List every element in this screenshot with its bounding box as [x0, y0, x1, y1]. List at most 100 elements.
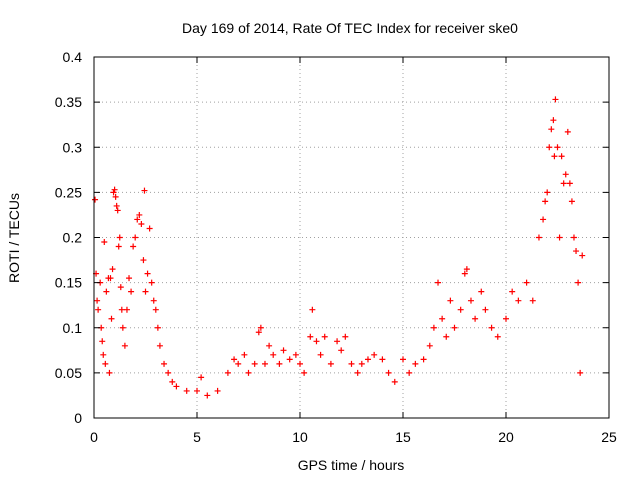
data-point	[152, 306, 159, 313]
data-point	[142, 288, 149, 295]
data-point	[204, 392, 211, 399]
y-tick-label: 0.15	[55, 275, 82, 291]
data-point	[457, 306, 464, 313]
data-point	[107, 275, 114, 282]
data-point	[439, 315, 446, 322]
data-point	[400, 356, 406, 363]
data-point	[529, 297, 536, 304]
x-tick-label: 25	[601, 429, 617, 445]
data-point	[102, 360, 109, 367]
data-point	[579, 252, 586, 259]
data-point	[478, 288, 485, 295]
data-point	[214, 387, 221, 394]
data-point	[297, 360, 303, 367]
data-point	[150, 297, 157, 304]
data-point	[447, 297, 454, 304]
axis-ticks	[93, 56, 610, 419]
data-point	[540, 216, 547, 223]
x-tick-label: 5	[193, 429, 201, 445]
data-point	[173, 383, 180, 390]
data-point	[461, 270, 468, 277]
data-point	[509, 288, 516, 295]
data-point	[301, 369, 308, 376]
chart-title: Day 169 of 2014, Rate Of TEC Index for r…	[182, 20, 518, 36]
data-point	[420, 356, 427, 363]
data-point	[130, 243, 137, 250]
data-point	[113, 202, 120, 209]
data-point	[251, 360, 258, 367]
data-point	[515, 297, 522, 304]
data-point	[435, 279, 442, 286]
data-point	[108, 315, 115, 322]
data-point	[231, 356, 238, 363]
data-point	[123, 306, 130, 313]
data-point	[161, 360, 168, 367]
data-point	[430, 324, 437, 331]
data-point	[103, 288, 110, 295]
x-tick-label: 10	[292, 429, 308, 445]
x-tick-label: 0	[90, 429, 98, 445]
data-point	[338, 347, 345, 354]
data-point	[385, 369, 392, 376]
data-point	[327, 360, 334, 367]
data-point	[364, 356, 371, 363]
y-tick-label: 0.25	[55, 184, 82, 200]
data-point	[270, 351, 277, 358]
data-point	[280, 347, 287, 354]
data-point	[94, 297, 101, 304]
y-axis-title: ROTI / TECUs	[6, 193, 22, 283]
data-point	[146, 225, 153, 232]
data-point	[560, 180, 567, 187]
data-point	[412, 360, 419, 367]
data-point	[354, 369, 361, 376]
data-point	[121, 342, 128, 349]
data-point	[307, 333, 314, 340]
data-point	[292, 351, 299, 358]
data-point	[566, 180, 573, 187]
data-point	[371, 351, 378, 358]
data-point	[558, 153, 565, 160]
x-tick-labels: 0 5 10 15 20 25	[90, 429, 617, 445]
data-point	[406, 369, 413, 376]
data-point	[92, 196, 99, 203]
data-point	[115, 243, 122, 250]
data-point	[467, 297, 474, 304]
y-tick-label: 0.4	[63, 49, 83, 65]
data-point	[488, 324, 495, 331]
grid-lines	[94, 57, 609, 418]
y-tick-label: 0.3	[63, 139, 83, 155]
data-point	[286, 356, 293, 363]
data-point	[111, 186, 118, 193]
data-point	[556, 234, 563, 241]
data-point	[169, 378, 176, 385]
data-point	[472, 315, 479, 322]
data-point	[245, 369, 252, 376]
data-point	[257, 324, 264, 331]
data-point	[542, 198, 549, 205]
y-tick-label: 0.1	[63, 320, 83, 336]
data-point	[110, 189, 117, 196]
data-point	[443, 333, 450, 340]
data-point	[426, 342, 433, 349]
y-tick-label: 0	[74, 410, 82, 426]
data-point	[144, 270, 151, 277]
data-point	[309, 306, 316, 313]
data-point	[551, 153, 558, 160]
data-point	[140, 257, 147, 264]
data-point	[548, 126, 555, 133]
data-point	[494, 333, 501, 340]
data-point	[391, 378, 398, 385]
data-point	[568, 198, 575, 205]
data-point	[95, 306, 102, 313]
data-point	[482, 306, 489, 313]
data-point	[503, 315, 509, 322]
data-point	[535, 234, 542, 241]
data-point	[570, 234, 577, 241]
data-point	[198, 374, 205, 381]
data-point	[116, 234, 123, 241]
x-axis-title: GPS time / hours	[298, 457, 405, 473]
data-point	[132, 234, 139, 241]
data-point	[156, 342, 163, 349]
data-point	[148, 279, 155, 286]
